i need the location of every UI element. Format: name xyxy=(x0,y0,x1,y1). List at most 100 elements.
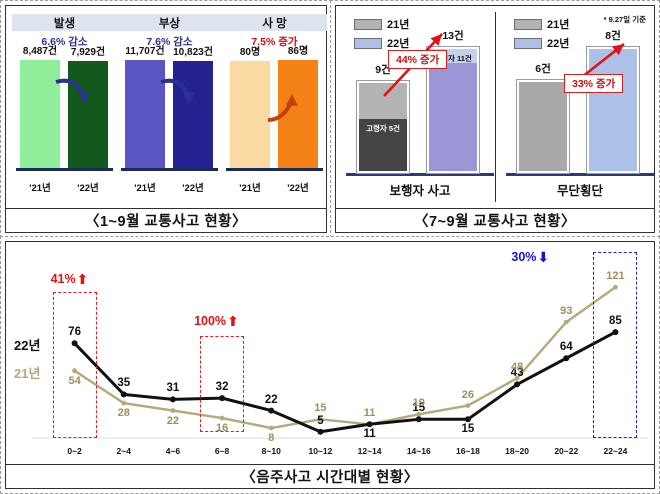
point-value-label: 5 xyxy=(317,414,324,427)
change-annotation-text: 30% xyxy=(511,250,537,264)
data-point xyxy=(514,381,521,388)
bar-group-axis xyxy=(16,168,113,171)
bar: 80명 xyxy=(230,47,270,168)
point-value-label: 76 xyxy=(68,326,81,339)
legend-label: 21년 xyxy=(387,19,410,31)
legend-swatch xyxy=(514,18,542,30)
stack-segment-elderly: 고령자 5건 xyxy=(359,119,407,171)
x-axis-tick-label: 10~12 xyxy=(308,446,333,456)
legend-label: 22년 xyxy=(547,38,570,50)
bar-x-label: '21년 xyxy=(134,183,156,194)
x-axis-tick-label: 14~16 xyxy=(406,446,431,456)
stack-container xyxy=(519,82,567,171)
data-point xyxy=(563,319,569,325)
increase-arrow-icon xyxy=(267,94,298,122)
bar-group-title: 부상 xyxy=(117,14,222,31)
point-value-label: 48 xyxy=(510,361,524,374)
group-x-label: 보행자 사고 xyxy=(389,184,451,198)
x-axis-tick-label: 4~6 xyxy=(165,446,181,456)
legend-label: 21년 xyxy=(547,19,570,31)
stacked-bar-value-label: 13건 xyxy=(442,30,464,42)
x-axis-tick-label: 12~14 xyxy=(357,446,382,456)
increase-arrow-icon xyxy=(383,33,443,97)
change-annotation: 100% ⬆ xyxy=(194,314,239,328)
bar-value-label: 7,929건 xyxy=(70,46,106,58)
point-value-label: 22 xyxy=(166,414,180,427)
bar: 7,929건 xyxy=(68,47,108,168)
stacked-bar-value-label: 8건 xyxy=(605,30,621,42)
data-point xyxy=(268,407,275,414)
panel-jan-sep-traffic: * 9.27일 기준 발생6.6% 감소8,487건'21년7,929건'22년… xyxy=(0,0,332,238)
point-value-label: 15 xyxy=(412,402,426,415)
bar-group-title: 사 망 xyxy=(222,14,327,31)
legend-label: 22년 xyxy=(387,38,410,50)
decrease-arrow-icon xyxy=(160,78,195,104)
bar: 8,487건 xyxy=(20,46,60,168)
stack-segment-label: 고령자 11건 xyxy=(434,54,472,63)
line-chart-svg xyxy=(32,284,648,439)
bar-value-label: 10,823건 xyxy=(173,46,213,58)
bar-x-label: '22년 xyxy=(77,183,99,194)
point-value-label: 15 xyxy=(314,402,327,415)
bar-value-label: 8,487건 xyxy=(22,46,58,57)
stack-container xyxy=(589,49,637,171)
data-point xyxy=(71,340,78,347)
bar-x-label: '22년 xyxy=(182,183,204,194)
panel-b-divider xyxy=(495,12,496,202)
bar-fill xyxy=(230,60,270,168)
bar: 11,707건 xyxy=(125,46,165,168)
series-label-2021: 21년 xyxy=(14,365,41,381)
bar-group-2: 사 망 7.5% 증가 80명 '21년 86명 '22년 xyxy=(222,6,327,208)
point-value-label: 31 xyxy=(166,382,180,395)
data-point xyxy=(318,416,323,422)
bar-group-1: 부상 7.6% 감소 11,707건 '21년 10,823건 '22년 xyxy=(117,6,222,208)
data-point xyxy=(219,415,225,421)
percent-change-badge: 44% 증가 xyxy=(388,50,448,69)
data-point xyxy=(366,421,373,428)
panel-a-body: * 9.27일 기준 발생6.6% 감소8,487건'21년7,929건'22년… xyxy=(6,6,327,208)
stack-container: 고령자 11건 xyxy=(429,49,477,171)
bar-group-0: 발생 6.6% 감소 8,487건 '21년 7,929건 '22년 xyxy=(12,6,117,208)
data-point xyxy=(317,428,324,435)
percent-change-badge: 33% 증가 xyxy=(564,74,624,93)
bar-group-axis xyxy=(226,168,323,171)
bar-group-change: 6.6% 감소 xyxy=(41,35,88,48)
panel-b-caption: 〈7~9월 교통사고 현황〉 xyxy=(336,208,654,232)
arrow-up-icon: ⬆ xyxy=(227,313,239,329)
stacked-bar: 6건 xyxy=(516,63,570,174)
legend-item: 21년 xyxy=(354,16,409,32)
data-point xyxy=(613,284,618,290)
x-axis-tick-label: 20~22 xyxy=(554,446,579,456)
panel-jul-sep-traffic: * 9.27일 기준 21년 22년 고령자 5건 9건 고령자 11건 13건 보행자 사… xyxy=(330,0,660,238)
series-line-21년 xyxy=(73,286,617,430)
x-axis-tick-label: 18~20 xyxy=(505,446,530,456)
bar-group-change: 7.5% 증가 xyxy=(251,35,298,48)
group-axis xyxy=(506,173,654,176)
x-axis-tick-label: 6~8 xyxy=(214,446,230,456)
change-annotation-text: 100% xyxy=(194,314,227,328)
x-axis-tick-label: 22~24 xyxy=(603,446,628,456)
group-x-label: 무단횡단 xyxy=(556,184,603,198)
point-value-label: 15 xyxy=(461,423,475,436)
legend-swatch xyxy=(514,37,542,49)
bar-group-change: 7.6% 감소 xyxy=(146,35,193,48)
bar-fill xyxy=(173,60,213,168)
stack-segment-upper xyxy=(589,49,637,171)
line-chart: 76 35 31 32 22 5 11 15 15 43 64 85 54 28 22 16 8 15 11 19 26… xyxy=(6,242,654,456)
stacked-bar: 고령자 5건 9건 xyxy=(356,64,410,174)
stacked-bar: 고령자 11건 13건 xyxy=(426,30,480,174)
point-value-label: 11 xyxy=(363,407,376,420)
point-value-label: 85 xyxy=(609,315,622,328)
data-point xyxy=(612,329,619,336)
legend-item: 21년 xyxy=(514,16,569,32)
data-point xyxy=(219,395,226,402)
panel-a-border: * 9.27일 기준 발생6.6% 감소8,487건'21년7,929건'22년… xyxy=(5,5,327,233)
legend: 21년 22년 xyxy=(514,16,569,54)
data-point xyxy=(415,416,422,423)
series-label-2022: 22년 xyxy=(14,338,41,354)
bar-x-label: '22년 xyxy=(287,183,309,194)
data-point xyxy=(169,396,176,403)
data-point xyxy=(170,408,176,413)
point-value-label: 64 xyxy=(559,341,573,354)
